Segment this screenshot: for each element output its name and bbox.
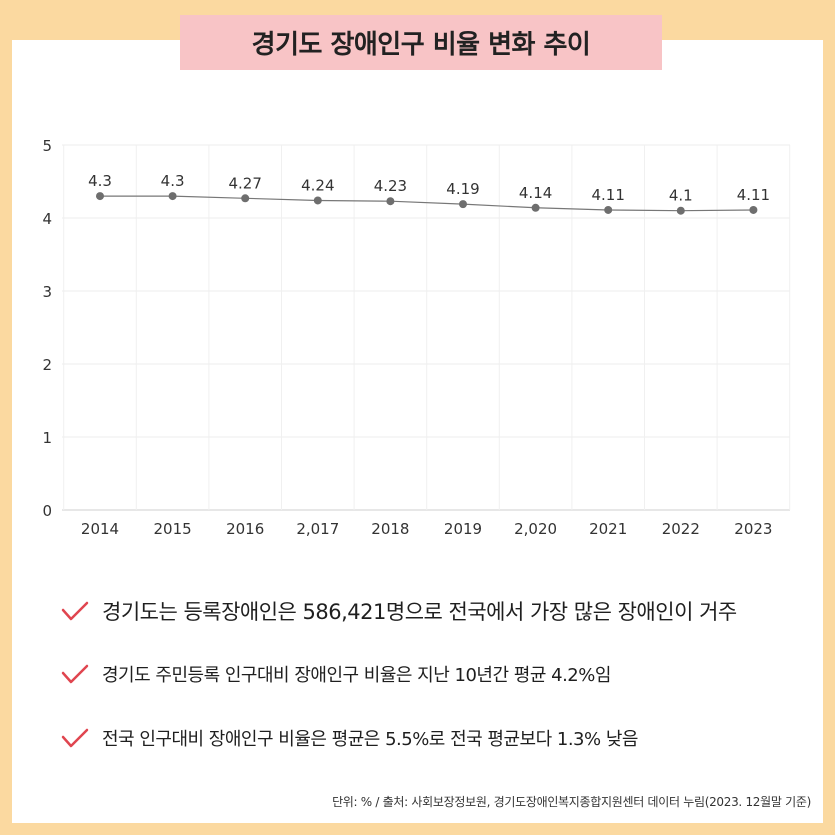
data-label: 4.24 [301, 176, 334, 194]
data-label: 4.3 [161, 172, 185, 190]
x-tick-label: 2015 [154, 520, 192, 538]
x-tick-label: 2023 [734, 520, 772, 538]
data-point [168, 192, 177, 201]
x-tick-label: 2016 [226, 520, 264, 538]
data-point [459, 200, 467, 209]
chart-title: 경기도 장애인구 비율 변화 추이 [180, 15, 662, 70]
x-tick-label: 2,017 [296, 520, 339, 538]
data-point [676, 206, 685, 215]
data-label: 4.14 [519, 184, 552, 202]
y-tick-label: 1 [42, 429, 52, 447]
data-label: 4.11 [737, 186, 770, 204]
x-tick-label: 2014 [81, 520, 119, 538]
y-tick-label: 0 [42, 502, 52, 520]
x-tick-label: 2019 [444, 520, 482, 538]
data-label: 4.3 [88, 172, 112, 190]
x-tick-label: 2021 [589, 520, 627, 538]
data-label: 4.1 [669, 187, 693, 205]
data-point [749, 205, 758, 214]
x-tick-label: 2018 [371, 520, 409, 538]
y-tick-label: 5 [42, 137, 52, 155]
data-label: 4.23 [374, 177, 407, 195]
data-point [313, 196, 322, 205]
data-point [531, 203, 540, 212]
data-point [241, 194, 250, 203]
data-label: 4.11 [591, 186, 624, 204]
series-line [100, 195, 754, 212]
data-label: 4.19 [446, 180, 479, 198]
x-tick-label: 2,020 [514, 520, 557, 538]
data-point [96, 192, 104, 201]
x-tick-label: 2022 [662, 520, 700, 538]
source-note: 단위: % / 출처: 사회보장정보원, 경기도장애인복지종합지원센터 데이터 … [332, 795, 811, 809]
data-point [386, 197, 395, 206]
y-tick-label: 4 [42, 210, 52, 228]
data-point [604, 205, 613, 214]
y-tick-label: 2 [42, 356, 52, 374]
data-label: 4.27 [228, 174, 261, 192]
content-card [12, 40, 823, 823]
y-tick-label: 3 [42, 283, 52, 301]
